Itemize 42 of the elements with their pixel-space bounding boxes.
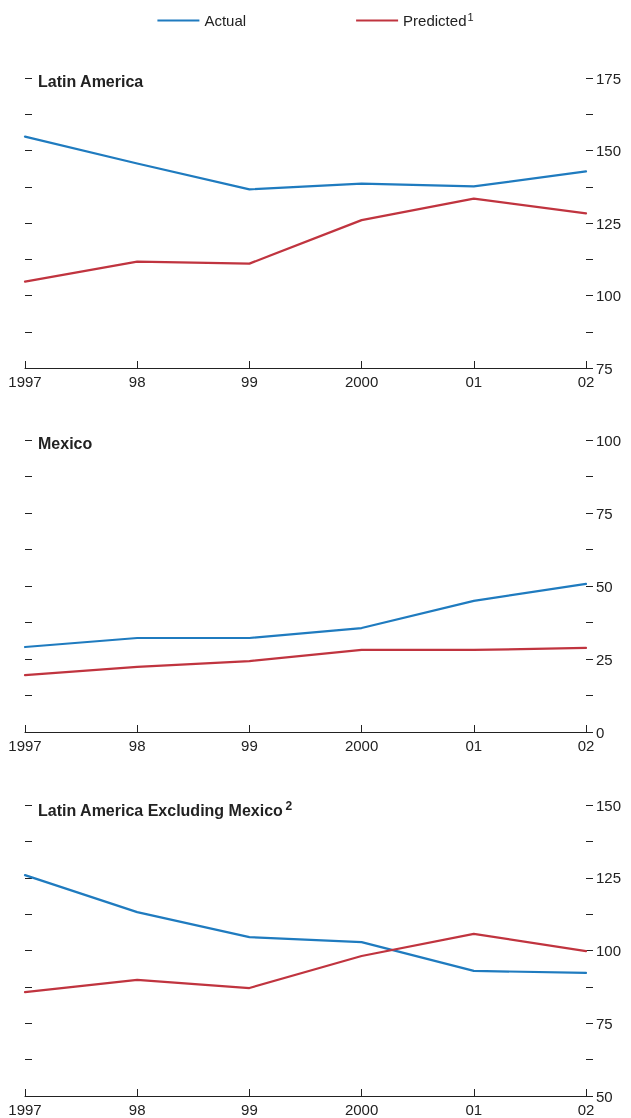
- chart-title: Latin America: [38, 72, 144, 90]
- x-tick-label: 1997: [8, 373, 42, 390]
- x-tick-label: 1997: [8, 1101, 42, 1118]
- y-tick-label: 125: [596, 214, 622, 232]
- y-tick-label: 125: [596, 869, 622, 887]
- line-series: [23, 874, 588, 975]
- x-tick-label: 99: [241, 1101, 258, 1118]
- y-tick-label: 175: [596, 69, 622, 87]
- x-tick-label: 98: [128, 1101, 146, 1118]
- y-tick-label: 150: [596, 796, 622, 814]
- line-series: [23, 646, 588, 677]
- chart-title: Mexico: [38, 434, 93, 452]
- x-tick-label: 02: [577, 1101, 595, 1118]
- x-tick-label: 99: [241, 737, 258, 754]
- x-tick-label: 01: [465, 737, 483, 754]
- y-tick-label: 100: [596, 942, 622, 959]
- y-tick-label: 75: [596, 1014, 613, 1032]
- x-tick-label: 2000: [344, 1101, 379, 1118]
- x-tick-label: 99: [241, 373, 258, 390]
- line-series: [23, 932, 588, 994]
- y-tick-label: 100: [596, 287, 622, 304]
- legend-label: Actual: [204, 12, 247, 29]
- y-tick-label: 0: [596, 723, 605, 741]
- y-tick-label: 25: [596, 650, 613, 668]
- y-tick-label: 150: [596, 142, 622, 159]
- x-tick-label: 02: [577, 373, 595, 390]
- y-tick-label: 50: [596, 1087, 613, 1105]
- x-tick-label: 2000: [344, 737, 379, 754]
- x-tick-label: 01: [465, 373, 483, 390]
- y-tick-label: 75: [596, 504, 613, 522]
- x-tick-label: 01: [465, 1101, 483, 1118]
- x-tick-label: 98: [128, 737, 146, 754]
- y-tick-label: 75: [596, 359, 613, 377]
- line-series: [23, 582, 588, 649]
- line-series: [23, 197, 588, 283]
- x-tick-label: 98: [128, 373, 146, 390]
- y-tick-label: 100: [596, 431, 622, 449]
- x-tick-label: 2000: [344, 373, 379, 390]
- line-series: [23, 135, 588, 191]
- x-tick-label: 02: [577, 737, 595, 754]
- y-tick-label: 50: [596, 577, 613, 595]
- x-tick-label: 1997: [8, 737, 42, 754]
